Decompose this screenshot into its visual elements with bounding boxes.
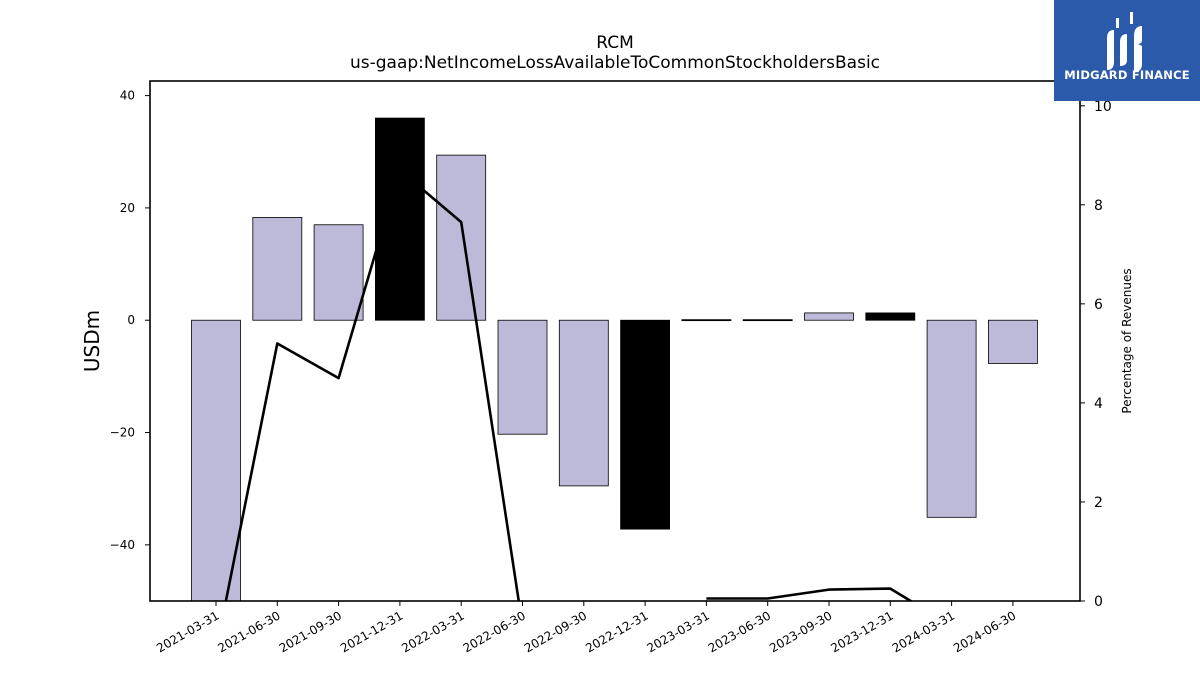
x-tick-label: 2022-09-30 <box>522 608 589 655</box>
x-axis: 2021-03-312021-06-302021-09-302021-12-31… <box>154 601 1018 655</box>
y-tick-label-left: 0 <box>127 313 135 327</box>
brand-logo: MIDGARD FINANCE <box>1054 0 1200 101</box>
bar-2023-06-30 <box>742 319 793 322</box>
x-tick-label: 2023-09-30 <box>767 608 834 655</box>
x-tick-label: 2023-06-30 <box>706 608 773 655</box>
y-tick-label-left: −20 <box>110 426 135 440</box>
y-axis-left: −40 −20 0 20 40 <box>110 89 150 552</box>
x-tick-label: 2024-06-30 <box>951 608 1018 655</box>
bar-2024-06-30 <box>988 319 1038 364</box>
x-tick-label: 2024-03-31 <box>890 608 957 655</box>
bar-2021-03-31 <box>191 319 241 601</box>
y-axis-label-left: USDm <box>80 310 104 372</box>
bar-2022-03-31 <box>436 154 487 321</box>
y-tick-label-right: 0 <box>1094 594 1103 610</box>
bar-2021-06-30 <box>252 217 303 321</box>
x-tick-label: 2022-03-31 <box>399 608 466 655</box>
bar-2023-09-30 <box>804 312 854 321</box>
x-tick-label: 2021-03-31 <box>154 608 221 655</box>
x-tick-label: 2021-06-30 <box>215 608 282 655</box>
y-tick-label-left: 20 <box>120 201 135 215</box>
logo-text: MIDGARD FINANCE <box>1064 68 1190 82</box>
chart-subtitle: us-gaap:NetIncomeLossAvailableToCommonSt… <box>350 53 880 73</box>
x-tick-label: 2022-06-30 <box>461 608 528 655</box>
y-tick-label-right: 6 <box>1094 297 1103 313</box>
y-tick-label-left: −40 <box>110 538 135 552</box>
x-tick-label: 2023-03-31 <box>644 608 711 655</box>
y-axis-label-right: Percentage of Revenues <box>1120 268 1134 413</box>
bar-2022-06-30 <box>497 319 548 435</box>
x-tick-label: 2021-09-30 <box>277 608 344 655</box>
y-tick-label-right: 8 <box>1094 198 1103 214</box>
bar-2024-03-31 <box>926 319 977 518</box>
bar-2023-12-31 <box>865 312 916 321</box>
bar-2021-09-30 <box>313 224 364 321</box>
y-tick-label-right: 10 <box>1094 99 1112 115</box>
bar-2023-03-31 <box>681 319 732 322</box>
x-tick-label: 2023-12-31 <box>828 608 895 655</box>
y-tick-label-left: 40 <box>120 89 135 103</box>
line-series <box>224 168 914 601</box>
y-axis-right: 0 2 4 6 8 10 <box>1080 99 1112 610</box>
logo-icon <box>1054 0 1200 101</box>
x-tick-label: 2021-12-31 <box>338 608 405 655</box>
plot-frame <box>149 80 1081 602</box>
bar-2022-12-31 <box>620 319 670 530</box>
y-tick-label-right: 2 <box>1094 495 1103 511</box>
x-tick-label: 2022-12-31 <box>583 608 650 655</box>
bar-2021-12-31 <box>374 117 425 321</box>
y-tick-label-right: 4 <box>1094 396 1103 412</box>
bar-series <box>191 117 1038 601</box>
line-percentage-of-revenues <box>224 168 914 601</box>
bar-2022-09-30 <box>558 319 609 487</box>
chart-title: RCM <box>596 33 634 53</box>
